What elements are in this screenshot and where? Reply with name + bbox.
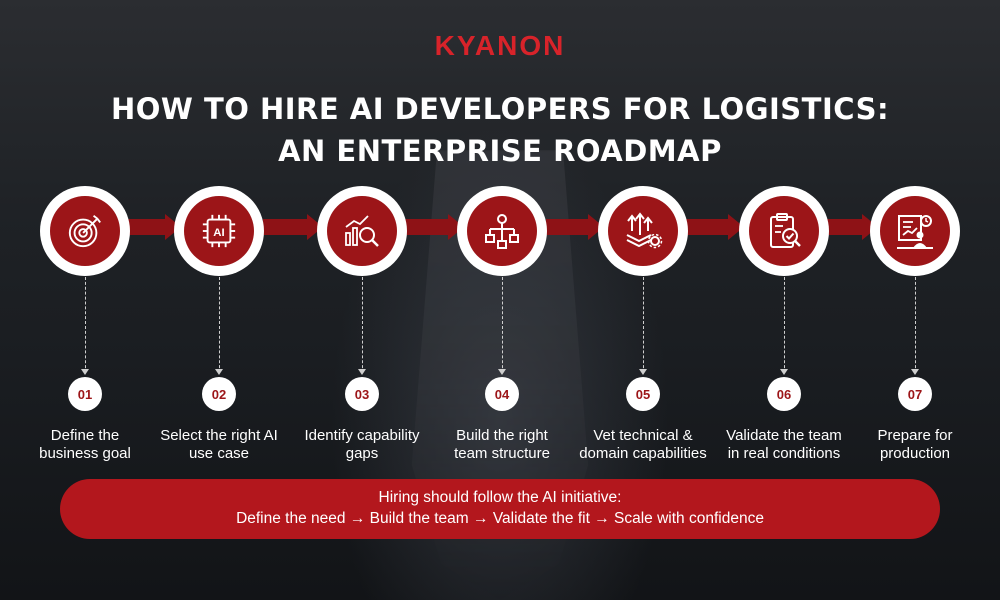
title-line-1: HOW TO HIRE AI DEVELOPERS FOR LOGISTICS: [110, 92, 890, 126]
step-7-label-line2: production [879, 445, 951, 462]
step-7-label-line1: Prepare for [877, 427, 953, 444]
step-6-number: 06 [767, 377, 801, 411]
step-6-label: Validate the team in real conditions [709, 427, 859, 463]
banner-line-2: Define the need → Build the team → Valid… [236, 510, 764, 527]
step-1-number: 01 [68, 377, 102, 411]
step-1-circle [40, 186, 130, 276]
presentation-icon [897, 215, 933, 249]
step-5-circle [598, 186, 688, 276]
kyanon-logo: KYANON [434, 30, 566, 61]
step-6-circle [739, 186, 829, 276]
arrow-1-2 [125, 214, 181, 240]
step-6-label-line1: Validate the team [726, 427, 842, 444]
step-1-label-line2: business goal [39, 445, 131, 462]
step-7-label: Prepare for production [842, 427, 988, 463]
step-2-label-line2: use case [188, 445, 250, 462]
ai-chip-icon: AI [202, 214, 236, 248]
step-5-label-line1: Vet technical & [593, 427, 693, 444]
step-7-circle [870, 186, 960, 276]
step-2-number: 02 [202, 377, 236, 411]
step-4-label-line1: Build the right [456, 427, 548, 444]
step-1-label-line1: Define the [50, 427, 120, 444]
layers-gear-icon [626, 212, 663, 249]
connector-4 [498, 277, 506, 375]
connector-7 [911, 277, 919, 375]
arrow-4-5 [546, 214, 604, 240]
page-title: HOW TO HIRE AI DEVELOPERS FOR LOGISTICS:… [0, 88, 1000, 172]
step-3-number: 03 [345, 377, 379, 411]
step-5-number: 05 [626, 377, 660, 411]
step-4-circle [457, 186, 547, 276]
banner-line-1: Hiring should follow the AI initiative: [378, 489, 622, 506]
step-2-label-line1: Select the right AI [160, 427, 278, 444]
arrow-5-6 [686, 214, 744, 240]
step-7-number: 07 [898, 377, 932, 411]
connector-2 [215, 277, 223, 375]
connector-5 [639, 277, 647, 375]
step-1-label: Define the business goal [10, 427, 160, 463]
title-line-2: AN ENTERPRISE ROADMAP [278, 134, 722, 168]
connector-3 [358, 277, 366, 375]
step-4-label-line2: team structure [454, 445, 550, 462]
step-2-label: Select the right AI use case [144, 427, 294, 463]
step-2-circle: AI [174, 186, 264, 276]
step-4-label: Build the right team structure [427, 427, 577, 463]
step-3-label-line2: gaps [345, 445, 379, 462]
svg-text:AI: AI [213, 227, 224, 239]
clipboard-check-icon [770, 213, 801, 248]
arrow-6-7 [826, 214, 878, 240]
step-5-label-line2: domain capabilities [579, 445, 707, 462]
step-3-label-line1: Identify capability [304, 427, 420, 444]
step-6-label-line2: in real conditions [727, 445, 841, 462]
chart-magnifier-icon [345, 215, 379, 247]
step-4-number: 04 [485, 377, 519, 411]
step-5-label: Vet technical & domain capabilities [563, 427, 723, 463]
connector-6 [780, 277, 788, 375]
step-3-label: Identify capability gaps [287, 427, 437, 463]
arrow-3-4 [404, 214, 464, 240]
connector-1 [81, 277, 89, 375]
org-structure-icon [485, 214, 519, 249]
step-3-circle [317, 186, 407, 276]
arrow-2-3 [263, 214, 323, 240]
summary-banner: Hiring should follow the AI initiative: … [60, 479, 940, 539]
target-icon [68, 215, 101, 248]
